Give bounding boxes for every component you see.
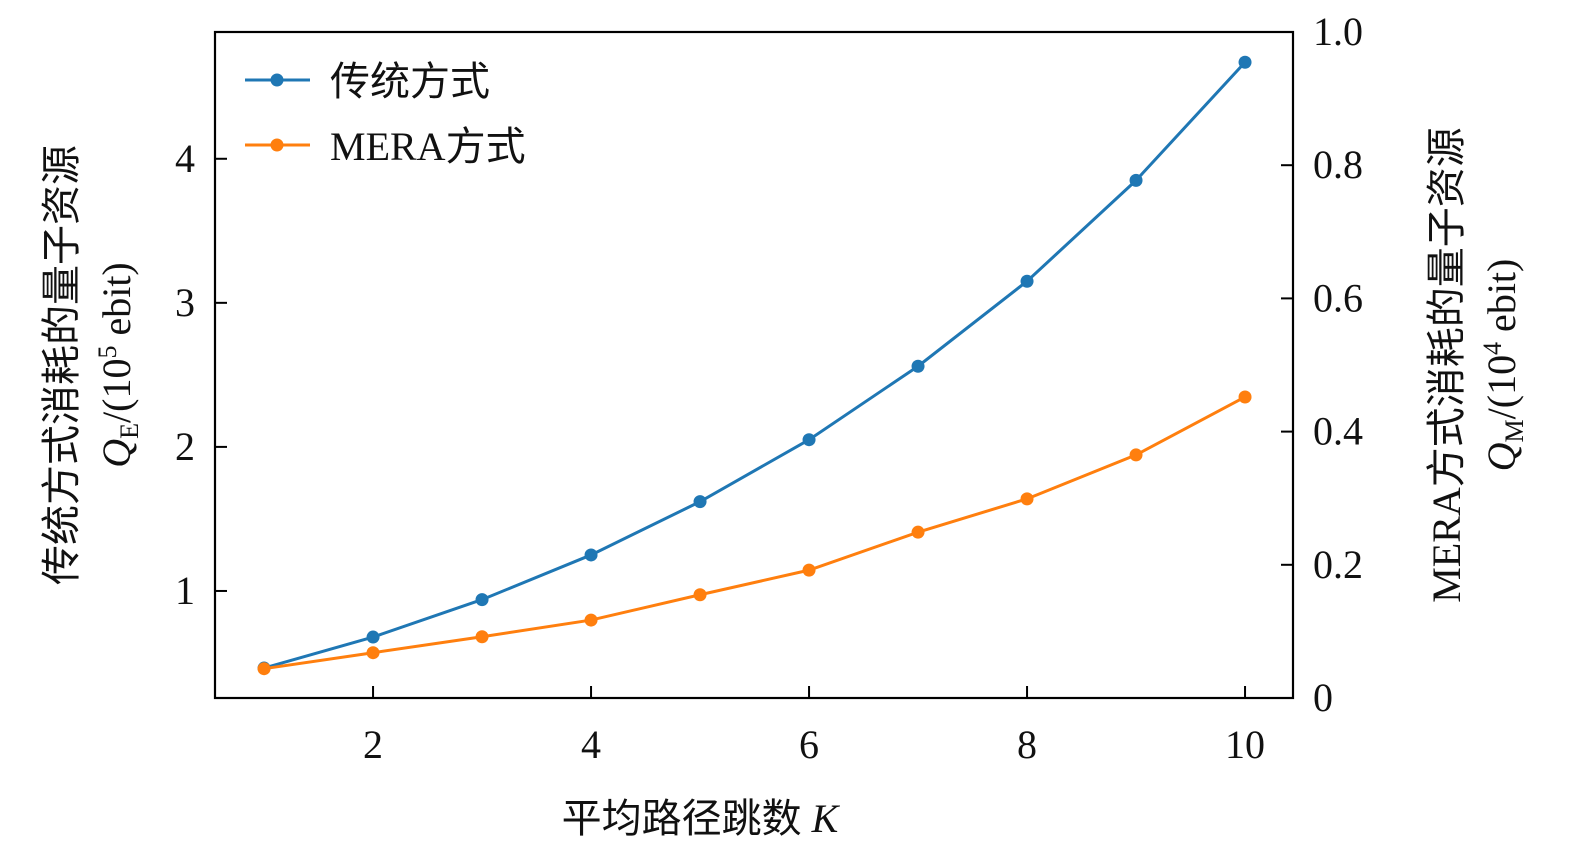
x-axis-label-var: K [811, 796, 841, 841]
legend-marker-1 [270, 138, 284, 152]
left-y-exp: 5 [93, 346, 122, 359]
x-tick-label-0: 2 [363, 722, 383, 767]
plot-frame [213, 30, 1295, 700]
left-y-var: Q [94, 439, 139, 468]
right-y-var: Q [1479, 442, 1524, 471]
left-y-unit-pre: /(10 [94, 359, 139, 423]
x-tick-label-3: 8 [1017, 722, 1037, 767]
left-y-tick-label-0: 1 [175, 568, 195, 613]
left-y-tick-label-3: 4 [175, 136, 195, 181]
series-1-point-2 [475, 630, 489, 644]
series-0-point-1 [366, 630, 380, 644]
series-1-point-9 [1238, 390, 1252, 404]
series-0-point-4 [693, 495, 707, 509]
left-y-label-line2: QE/(105 ebit) [93, 262, 144, 468]
series-1-point-3 [584, 613, 598, 627]
right-y-tick-label-5: 1.0 [1313, 9, 1363, 54]
right-y-unit-pre: /(10 [1479, 355, 1524, 419]
legend-marker-0 [270, 73, 284, 87]
series-0-point-7 [1020, 274, 1034, 288]
right-y-label-line2: QM/(104 ebit) [1478, 259, 1529, 472]
right-y-unit-post: ebit) [1479, 259, 1524, 342]
series-0-point-9 [1238, 55, 1252, 69]
legend: 传统方式 MERA方式 [245, 59, 526, 169]
left-y-tick-label-2: 3 [175, 280, 195, 325]
right-y-sub: M [1500, 419, 1529, 442]
x-tick-label-4: 10 [1225, 722, 1265, 767]
left-y-unit-post: ebit) [94, 262, 139, 345]
series-0-point-2 [475, 593, 489, 607]
series-1-point-6 [911, 525, 925, 539]
series-1-point-7 [1020, 492, 1034, 506]
series-line-1 [263, 395, 1246, 671]
series-line-0 [263, 61, 1247, 670]
right-y-tick-label-1: 0.2 [1313, 542, 1363, 587]
legend-label-0: 传统方式 [330, 59, 490, 104]
series-1-point-4 [693, 588, 707, 602]
left-y-sub: E [115, 423, 144, 439]
series-1-point-0 [257, 662, 271, 676]
right-y-axis-label: MERA方式消耗的量子资源 QM/(104 ebit) [1424, 127, 1529, 603]
x-axis-label-text: 平均路径跳数 [562, 796, 802, 841]
right-y-tick-label-0: 0 [1313, 675, 1333, 720]
right-y-tick-label-4: 0.8 [1313, 142, 1363, 187]
right-y-exp: 4 [1478, 342, 1507, 355]
right-y-tick-label-3: 0.6 [1313, 275, 1363, 320]
left-y-tick-label-1: 2 [175, 424, 195, 469]
series-1-point-5 [802, 563, 816, 577]
left-y-label-line1: 传统方式消耗的量子资源 [39, 145, 84, 585]
series-0-point-8 [1129, 173, 1143, 187]
x-tick-label-1: 4 [581, 722, 601, 767]
right-y-label-line1: MERA方式消耗的量子资源 [1424, 127, 1469, 603]
x-axis-label: 平均路径跳数 K [562, 796, 841, 841]
x-tick-label-2: 6 [799, 722, 819, 767]
series-1-point-1 [366, 646, 380, 660]
left-y-axis-label: 传统方式消耗的量子资源 QE/(105 ebit) [39, 145, 144, 585]
series-0-point-5 [802, 433, 816, 447]
series-0-point-6 [911, 359, 925, 373]
right-y-tick-label-2: 0.4 [1313, 409, 1363, 454]
series-1-point-8 [1129, 448, 1143, 462]
series-0-point-3 [584, 548, 598, 562]
legend-label-1: MERA方式 [330, 124, 526, 169]
